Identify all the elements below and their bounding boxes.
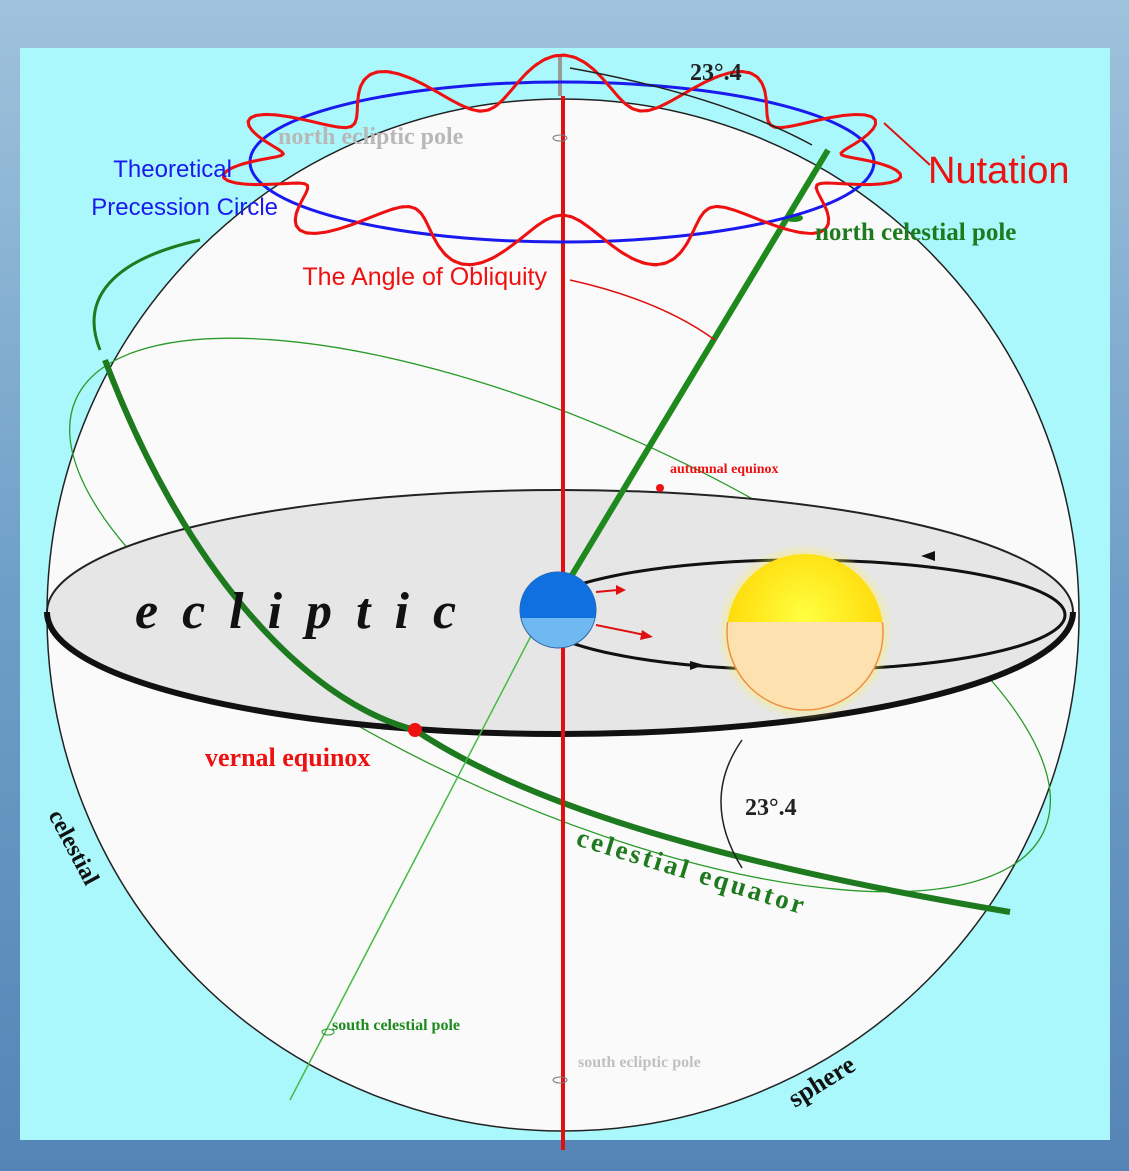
precession-label: Theoretical: [113, 156, 232, 183]
arrowhead: [616, 585, 626, 595]
obliquity-label: The Angle of Obliquity: [302, 263, 547, 291]
earth-axis: [560, 148, 831, 592]
celestial-equator-front: [102, 358, 1011, 915]
pole-label: north ecliptic pole: [278, 124, 464, 150]
angle-label: 23°.4: [690, 60, 742, 86]
arrow: [595, 624, 646, 636]
nutation-pointer: [883, 122, 931, 166]
celestial-equator-edge: [92, 238, 201, 351]
orbit-arrow: [690, 661, 704, 670]
sun-lower: [726, 622, 884, 711]
ecliptic-label: ecliptic: [135, 583, 480, 640]
ecliptic-front-edge: [44, 611, 1076, 737]
orbit-arrow: [921, 551, 935, 561]
obliquity-arc: [569, 279, 716, 341]
earth-dark: [520, 572, 596, 618]
nutation-label: Nutation: [928, 150, 1070, 192]
arrow: [595, 589, 619, 593]
pole-marker: [321, 1028, 335, 1036]
angle-arc: [569, 67, 813, 146]
celestial-equator-back: [69, 337, 1051, 893]
equinox-label: vernal equinox: [205, 743, 370, 772]
angle-label: 23°.4: [745, 795, 797, 821]
pole-label: south ecliptic pole: [578, 1054, 701, 1071]
south-axis: [289, 579, 561, 1101]
autumnal-equinox-dot: [656, 484, 664, 492]
vernal-equinox-dot: [408, 723, 422, 737]
pole-label: north celestial pole: [815, 219, 1016, 246]
pole-label: south celestial pole: [332, 1017, 460, 1034]
pole-marker: [552, 134, 568, 142]
equinox-label: autumnal equinox: [670, 462, 779, 477]
precession-label: Precession Circle: [91, 194, 278, 221]
pole-marker: [552, 1076, 568, 1084]
nutation-curve: [221, 53, 903, 267]
angle-arc: [720, 739, 743, 869]
arrowhead: [640, 630, 653, 640]
